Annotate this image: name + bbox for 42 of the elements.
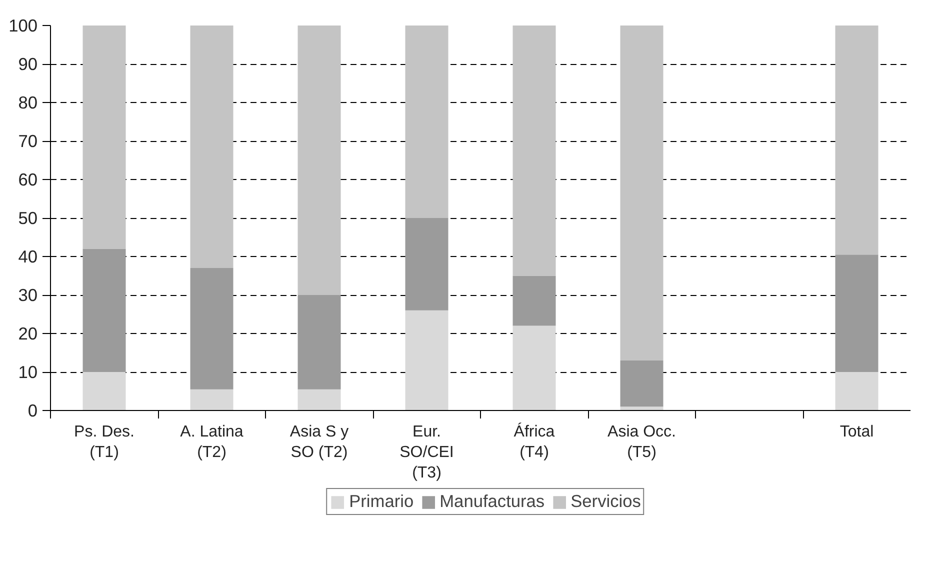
bar [298, 26, 341, 295]
bar [620, 360, 664, 407]
x-tick-label: Eur. SO/CEI (T3) [400, 424, 454, 482]
bar [190, 26, 234, 268]
legend-label: Servicios [570, 491, 641, 512]
bar [298, 389, 341, 410]
bar [512, 276, 556, 326]
y-tick-label: 10 [18, 362, 38, 382]
x-tick-label: Ps. Des. (T1) [74, 424, 134, 461]
bar [405, 218, 448, 310]
bar [835, 254, 878, 372]
bar [298, 295, 341, 390]
y-tick-label: 80 [18, 92, 38, 112]
bar [835, 372, 878, 410]
bar [190, 268, 234, 390]
bar [405, 26, 448, 218]
x-tick-label: Asia S y SO (T2) [290, 424, 349, 461]
bar [835, 26, 878, 255]
x-tick-label: A. Latina (T2) [180, 424, 244, 461]
bar [620, 406, 664, 410]
bar [82, 26, 126, 249]
bar [190, 389, 234, 410]
y-tick-label: 0 [28, 400, 38, 420]
x-tick-label: Total [840, 424, 874, 440]
y-tick-label: 100 [8, 16, 38, 36]
y-tick-label: 20 [18, 324, 38, 344]
y-tick-label: 70 [18, 131, 38, 151]
bar [82, 372, 126, 410]
x-tick-label: Asia Occ. (T5) [608, 424, 676, 461]
legend-label: Manufacturas [440, 491, 545, 512]
bar [405, 310, 448, 410]
y-tick-label: 30 [18, 285, 38, 305]
bar [512, 326, 556, 410]
bar [82, 248, 126, 372]
y-tick-label: 50 [18, 208, 38, 228]
x-tick-label: África (T4) [514, 422, 555, 461]
legend-label: Primario [349, 491, 414, 512]
y-tick-label: 40 [18, 246, 38, 266]
bar [512, 26, 556, 276]
y-tick-label: 60 [18, 170, 38, 190]
bar [620, 26, 664, 360]
y-tick-label: 90 [18, 54, 38, 74]
